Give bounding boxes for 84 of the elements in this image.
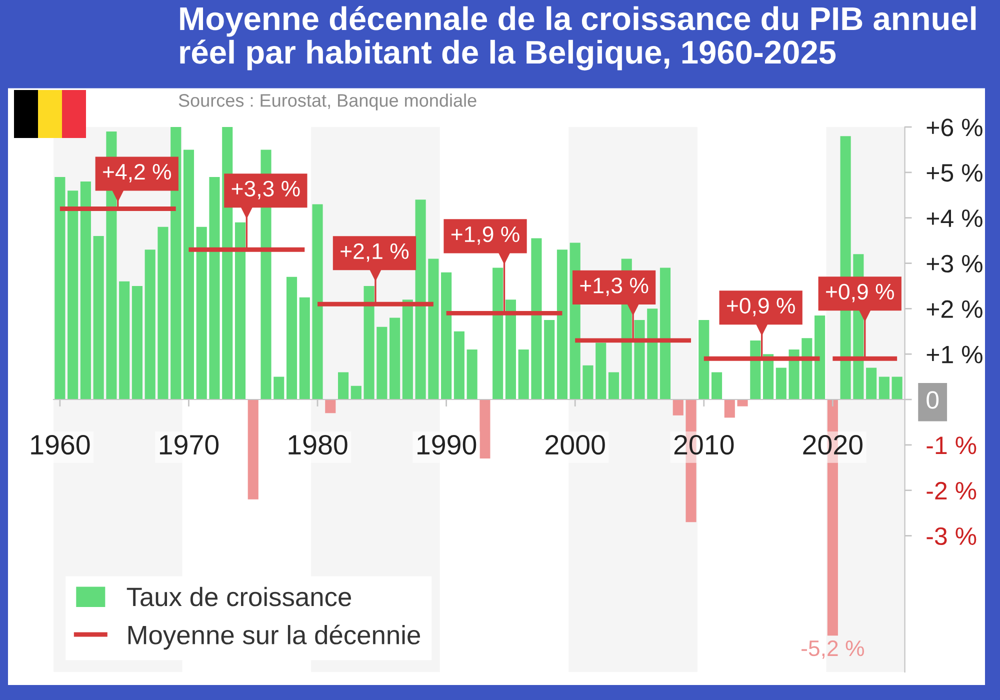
bar	[492, 268, 504, 400]
bar	[286, 276, 298, 400]
bar	[144, 250, 156, 400]
bar	[441, 272, 452, 400]
bar	[556, 250, 568, 400]
bar	[531, 238, 542, 400]
bar	[750, 340, 761, 400]
bar	[480, 400, 490, 459]
bar	[158, 226, 168, 400]
bar	[454, 331, 464, 400]
bar	[711, 372, 722, 400]
chart-title: Moyenne décennale de la croissance du PIB annuel réel par habitant de la Belgique, 1960-2025	[180, 6, 976, 70]
bar	[428, 258, 439, 400]
x-tick-label: 1970	[160, 434, 219, 455]
bar	[299, 297, 310, 400]
bar	[814, 315, 826, 400]
bar	[338, 372, 349, 400]
y-tick-label: -2 %	[926, 482, 976, 500]
data-label: -5,2 %	[802, 640, 864, 659]
bar	[325, 400, 336, 414]
bar	[672, 400, 684, 416]
bar	[415, 200, 426, 400]
bar	[802, 338, 812, 400]
bar	[698, 320, 710, 400]
bar	[544, 320, 555, 400]
annotation: +2,1 %	[340, 243, 409, 262]
y-tick-label: +6 %	[926, 118, 982, 136]
bar	[660, 268, 671, 400]
bar	[596, 342, 606, 400]
bar	[234, 222, 246, 400]
y-tick-label: -1 %	[926, 436, 976, 454]
bar	[518, 350, 529, 400]
bar	[505, 300, 516, 400]
bar	[776, 368, 786, 400]
bar	[390, 318, 400, 400]
bar	[119, 281, 130, 400]
legend-label: Moyenne sur la décennie	[128, 624, 420, 650]
annotation: +4,2 %	[103, 164, 172, 182]
y-tick-label: +4 %	[926, 210, 982, 228]
y-tick-label: +1 %	[926, 346, 982, 364]
bar	[93, 236, 104, 400]
bar	[878, 376, 890, 400]
bar	[892, 376, 902, 400]
x-tick-label: 2010	[674, 434, 734, 455]
bar	[737, 400, 748, 406]
y-tick-label: +5 %	[926, 164, 982, 182]
bar	[248, 400, 258, 500]
bar	[634, 320, 645, 400]
annotation: +0,9 %	[826, 284, 894, 302]
bar	[466, 350, 478, 400]
bar	[196, 226, 207, 400]
x-tick-label: 1990	[418, 434, 476, 455]
bar	[209, 176, 220, 400]
x-tick-label: 2000	[546, 434, 605, 455]
y-tick-label: -3 %	[926, 527, 976, 546]
bar	[54, 176, 66, 400]
annotation: +1,3 %	[580, 278, 648, 296]
bar	[402, 300, 413, 400]
annotation: +0,9 %	[727, 298, 795, 316]
bar	[312, 204, 323, 400]
bar	[132, 286, 142, 400]
bar	[183, 150, 194, 400]
x-tick-label: 1980	[288, 434, 348, 455]
annotation: +3,3 %	[232, 180, 300, 200]
bar	[608, 372, 620, 400]
bar	[724, 400, 735, 418]
x-tick-label: 1960	[31, 434, 90, 455]
bar	[647, 308, 658, 400]
annotation: +1,9 %	[451, 226, 520, 245]
y-tick-label: 0	[926, 391, 939, 409]
x-tick-label: 2020	[803, 434, 862, 455]
bar	[274, 376, 284, 400]
bar	[788, 350, 800, 400]
legend-label: Taux de croissance	[126, 586, 351, 606]
bar	[582, 365, 594, 400]
bar	[364, 286, 374, 400]
bar	[80, 182, 91, 400]
y-tick-label: +3 %	[926, 254, 982, 273]
bar	[866, 368, 877, 400]
y-tick-label: +2 %	[926, 300, 982, 318]
bar	[350, 386, 362, 400]
bar	[376, 326, 388, 400]
source-note: Sources : Eurostat, Banque mondiale	[178, 94, 476, 110]
bar	[68, 190, 78, 400]
